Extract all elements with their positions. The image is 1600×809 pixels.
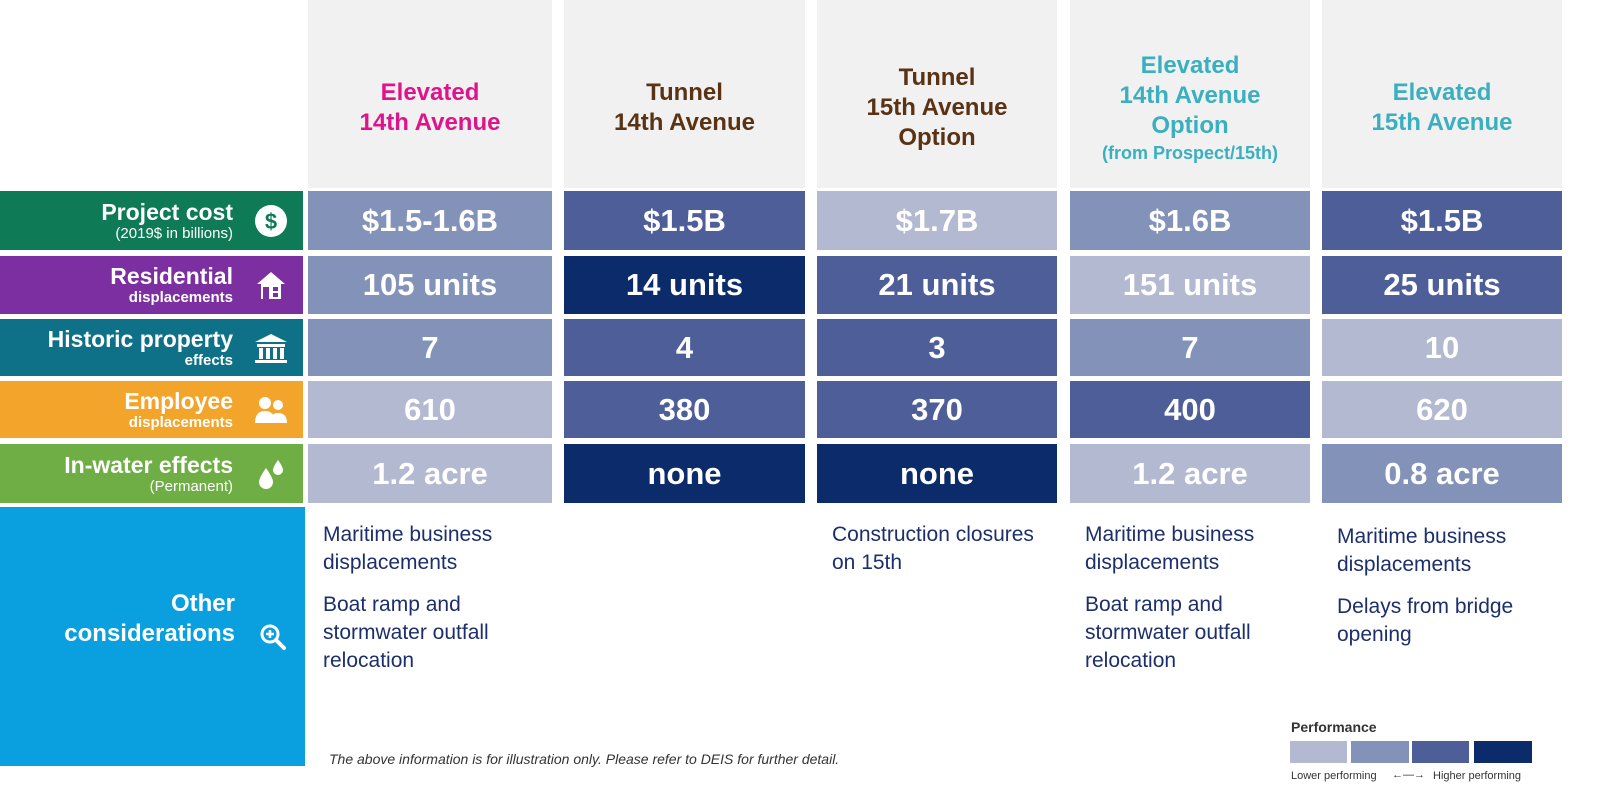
row-label-subtitle: (2019$ in billions) [115,224,233,242]
column-header-line: Tunnel [646,79,723,106]
value-cell: none [817,444,1057,503]
value-cell: 370 [817,381,1057,438]
legend-swatch-lower [1290,741,1347,763]
value-cell: 380 [564,381,805,438]
value-cell: 1.2 acre [1070,444,1310,503]
row-label-historic-property: Historic property effects [0,319,303,376]
other-label-line2: considerations [64,620,235,647]
value-cell: 21 units [817,256,1057,314]
row-label-subtitle: displacements [128,413,233,431]
water-drops-icon [253,456,289,492]
other-label-line1: Other [170,590,235,617]
value-cell: 0.8 acre [1322,444,1562,503]
value-cell: 3 [817,319,1057,376]
legend-higher-label: Higher performing [1433,770,1522,782]
row-label-subtitle: (Permanent) [149,477,233,495]
value-cell: none [564,444,805,503]
legend-swatch-higher [1474,741,1532,763]
column-header-subtitle: (from Prospect/15th) [1101,143,1279,163]
legend-swatches [1290,741,1532,763]
svg-text:$: $ [265,209,277,234]
value-cell: 10 [1322,319,1562,376]
value-cell: 620 [1322,381,1562,438]
value-cell: 7 [308,319,552,376]
column-header-line: Option [898,124,976,151]
column-header-5: Elevated 15th Avenue [1322,0,1562,188]
value-cell: $1.7B [817,191,1057,250]
value-cell: 1.2 acre [308,444,552,503]
value-cell: $1.5B [1322,191,1562,250]
considerations-column-3: Construction closures on 15th [832,521,1052,591]
value-cell: 151 units [1070,256,1310,314]
value-cell: 4 [564,319,805,376]
column-header-line: Option [1151,112,1229,139]
row-label-title: Project cost [101,198,233,225]
consideration-item: Maritime business displacements [1337,525,1507,576]
column-header-line: 14th Avenue [1119,82,1261,109]
consideration-item: Boat ramp and stormwater outfall relocat… [1085,593,1251,672]
column-header-4: Elevated 14th Avenue Option (from Prospect/… [1070,0,1310,188]
value-cell: $1.5-1.6B [308,191,552,250]
column-header-3: Tunnel 15th Avenue Option [817,0,1057,188]
row-label-in-water-effects: In-water effects (Permanent) [0,444,303,503]
consideration-item: Delays from bridge opening [1337,595,1514,646]
value-cell: $1.5B [564,191,805,250]
consideration-item: Maritime business displacements [323,523,493,574]
row-label-title: Residential [110,263,233,289]
column-header-line: Tunnel [898,64,976,91]
column-header-line: Elevated [1140,52,1240,79]
column-header-1: Elevated 14th Avenue [308,0,552,188]
column-header-line: Elevated [1392,79,1492,106]
column-header-line: 14th Avenue [614,109,755,136]
value-cell: 7 [1070,319,1310,376]
row-label-title: In-water effects [64,451,233,478]
value-cell: 25 units [1322,256,1562,314]
people-icon [253,392,289,428]
other-considerations-label: Other considerations [0,507,305,766]
considerations-column-5: Maritime business displacements Delays fr… [1337,523,1557,663]
legend-title: Performance [1291,719,1377,735]
dollar-icon: $ [253,203,289,239]
value-cell: $1.6B [1070,191,1310,250]
consideration-item: Maritime business displacements [1085,523,1255,574]
row-label-subtitle: displacements [128,289,233,306]
legend-arrow: ←—→ [1392,769,1425,781]
legend-swatch-medium-high [1412,741,1469,763]
column-header-line: 14th Avenue [359,109,501,136]
considerations-column-4: Maritime business displacements Boat ramp… [1085,521,1305,689]
magnifier-plus-icon [255,619,291,655]
row-label-subtitle: effects [184,351,233,369]
legend-lower-label: Lower performing [1291,770,1377,782]
row-label-residential: Residential displacements [0,256,303,314]
column-header-2: Tunnel 14th Avenue [564,0,805,188]
value-cell: 400 [1070,381,1310,438]
row-label-title: Historic property [47,325,233,352]
row-label-employee: Employee displacements [0,381,303,438]
column-header-line: 15th Avenue [866,94,1008,121]
disclaimer-note: The above information is for illustratio… [329,751,840,767]
house-icon [253,267,289,303]
value-cell: 610 [308,381,552,438]
building-icon [253,330,289,366]
column-header-line: 15th Avenue [1371,109,1513,136]
consideration-item: Construction closures on 15th [832,523,1034,574]
consideration-item: Boat ramp and stormwater outfall relocat… [323,593,489,672]
considerations-column-1: Maritime business displacements Boat ramp… [323,521,547,689]
row-label-project-cost: Project cost (2019$ in billions) $ [0,191,303,250]
value-cell: 14 units [564,256,805,314]
column-header-line: Elevated [380,79,480,106]
row-label-title: Employee [124,387,233,414]
value-cell: 105 units [308,256,552,314]
legend-swatch-medium-low [1351,741,1409,763]
